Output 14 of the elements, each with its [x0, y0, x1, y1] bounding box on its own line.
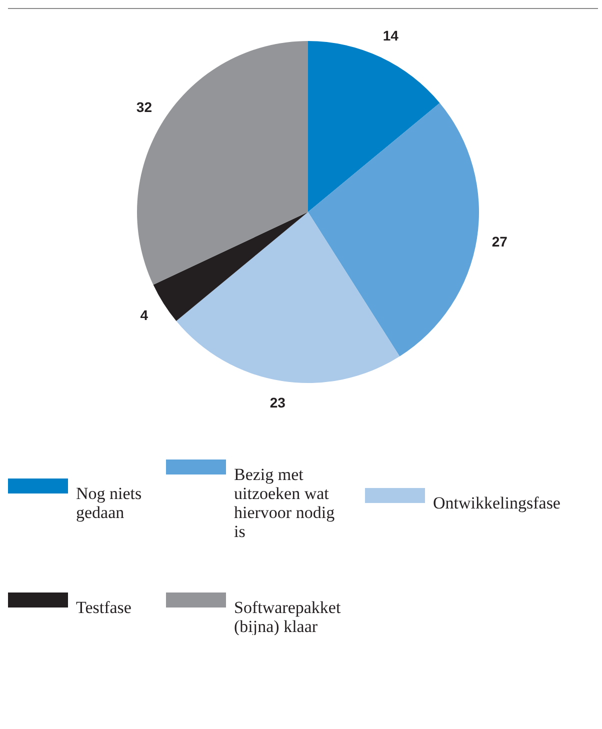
- data-label: 23: [270, 394, 286, 411]
- legend-label: Testfase: [76, 598, 132, 617]
- data-label: 27: [492, 233, 508, 250]
- data-label: 4: [140, 306, 148, 323]
- pie-slice: [153, 212, 308, 321]
- legend-label: Ontwikkelingsfase: [433, 494, 560, 512]
- pie-slice: [308, 103, 479, 356]
- pie-slice: [176, 212, 400, 383]
- pie-slice: [137, 41, 308, 285]
- legend-label: Nog niets gedaan: [76, 484, 142, 522]
- data-label: 14: [382, 27, 399, 44]
- data-label: 32: [136, 99, 152, 116]
- legend-label: Bezig met uitzoeken wat hiervoor nodig is: [234, 465, 336, 541]
- pie-slice: [308, 41, 440, 212]
